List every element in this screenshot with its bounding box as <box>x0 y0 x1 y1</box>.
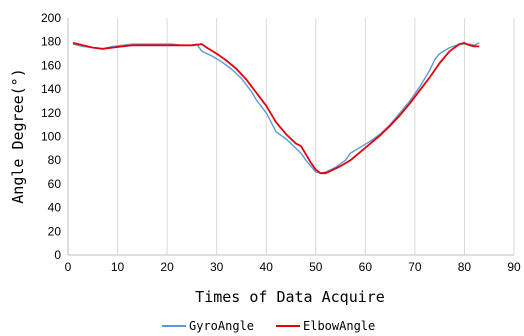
y-axis-title: Angle Degree(°) <box>9 68 27 203</box>
y-tick-label: 140 <box>41 82 61 96</box>
x-tick-label: 10 <box>111 260 125 274</box>
x-tick-label: 70 <box>408 260 422 274</box>
y-tick-label: 20 <box>48 224 62 238</box>
series-line-gyroangle <box>72 42 480 174</box>
legend-label-gyroangle: GyroAngle <box>189 319 254 333</box>
y-tick-label: 200 <box>41 11 61 25</box>
grid-lines <box>117 18 515 255</box>
x-tick-label: 80 <box>458 260 472 274</box>
x-tick-label: 90 <box>507 260 521 274</box>
y-tick-label: 40 <box>48 201 62 215</box>
y-tick-label: 120 <box>41 106 61 120</box>
x-tick-label: 0 <box>65 260 72 274</box>
x-tick-label: 50 <box>309 260 323 274</box>
legend: GyroAngle ElbowAngle <box>162 319 375 333</box>
y-tick-label: 160 <box>41 58 61 72</box>
y-tick-label: 0 <box>54 248 61 262</box>
x-tick-label: 40 <box>260 260 274 274</box>
tick-labels: 0 10 20 30 40 50 60 70 80 90 0 20 40 60 80 100 120 140 160… <box>41 11 521 274</box>
y-tick-label: 80 <box>48 153 62 167</box>
legend-label-elbowangle: ElbowAngle <box>303 319 375 333</box>
axes <box>67 18 514 256</box>
x-tick-label: 20 <box>160 260 174 274</box>
x-tick-label: 60 <box>359 260 373 274</box>
y-tick-label: 100 <box>41 130 61 144</box>
x-axis-title: Times of Data Acquire <box>195 288 385 306</box>
y-tick-label: 60 <box>48 177 62 191</box>
series-line-elbowangle <box>72 42 480 175</box>
y-tick-label: 180 <box>41 35 61 49</box>
x-tick-label: 30 <box>210 260 224 274</box>
data-series <box>72 42 480 175</box>
